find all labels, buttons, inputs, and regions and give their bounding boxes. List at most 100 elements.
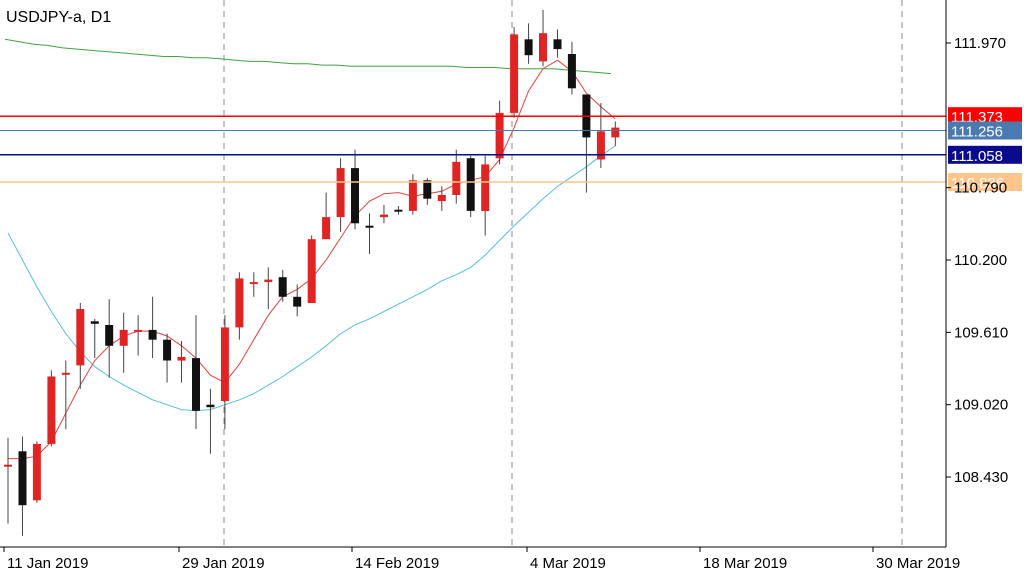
candle[interactable] — [365, 213, 374, 254]
bull-candle-body[interactable] — [510, 34, 519, 113]
candles[interactable] — [4, 9, 620, 536]
bull-candle-body[interactable] — [32, 443, 41, 501]
candle[interactable] — [553, 29, 562, 58]
x-tick-label: 29 Jan 2019 — [182, 555, 265, 572]
bull-candle-body[interactable] — [307, 239, 316, 303]
bear-candle-body[interactable] — [553, 39, 562, 50]
y-tick-label: 111.970 — [954, 35, 1006, 52]
candle[interactable] — [18, 436, 27, 536]
candle[interactable] — [611, 121, 620, 146]
candle[interactable] — [539, 9, 547, 67]
price-tag-label: 111.256 — [951, 124, 1003, 141]
bear-candle-body[interactable] — [206, 404, 215, 408]
bull-candle-body[interactable] — [134, 329, 143, 332]
candle[interactable] — [567, 41, 576, 95]
bull-candle-body[interactable] — [408, 180, 417, 211]
candle[interactable] — [307, 235, 316, 303]
candle[interactable] — [177, 340, 186, 383]
candle[interactable] — [380, 204, 388, 224]
candle[interactable] — [220, 315, 229, 430]
candle[interactable] — [61, 360, 70, 430]
x-tick-label: 11 Jan 2019 — [7, 555, 88, 572]
x-tick-label: 30 Mar 2019 — [876, 555, 960, 572]
candle[interactable] — [76, 302, 85, 389]
bull-candle-body[interactable] — [437, 195, 446, 202]
candle[interactable] — [119, 312, 128, 373]
price-tag-label: 111.058 — [951, 148, 1003, 165]
bull-candle-body[interactable] — [177, 356, 186, 361]
bear-candle-body[interactable] — [18, 451, 27, 506]
candle[interactable] — [495, 100, 504, 165]
candle[interactable] — [134, 315, 143, 356]
bear-candle-body[interactable] — [423, 180, 432, 199]
y-tick-label: 110.790 — [954, 180, 1007, 197]
candle[interactable] — [437, 186, 446, 211]
candle[interactable] — [163, 333, 172, 383]
bull-candle-body[interactable] — [235, 278, 244, 328]
candle[interactable] — [249, 272, 258, 297]
ma-green-line — [4, 38, 612, 75]
bear-candle-body[interactable] — [365, 225, 374, 228]
candle[interactable] — [90, 318, 99, 359]
price-tag-box — [948, 173, 1022, 191]
bear-candle-body[interactable] — [163, 339, 172, 361]
candle[interactable] — [32, 441, 41, 503]
bull-candle-body[interactable] — [452, 161, 461, 195]
candle[interactable] — [510, 27, 519, 118]
bear-candle-body[interactable] — [192, 358, 200, 411]
candle[interactable] — [293, 284, 302, 317]
bull-candle-body[interactable] — [264, 279, 273, 283]
bull-candle-body[interactable] — [336, 168, 345, 218]
bull-candle-body[interactable] — [220, 327, 229, 401]
candle[interactable] — [408, 174, 417, 215]
bull-candle-body[interactable] — [495, 112, 504, 159]
bear-candle-body[interactable] — [293, 296, 302, 307]
candle[interactable] — [278, 269, 287, 302]
bull-candle-body[interactable] — [47, 376, 56, 444]
candle[interactable] — [4, 437, 12, 524]
y-tick-label: 108.430 — [954, 469, 1008, 486]
bull-candle-body[interactable] — [249, 282, 258, 285]
y-tick-label: 110.200 — [954, 252, 1007, 269]
bear-candle-body[interactable] — [148, 329, 157, 340]
bear-candle-body[interactable] — [351, 168, 359, 224]
bear-candle-body[interactable] — [105, 325, 114, 346]
level-orange-tag: 110.836 — [948, 173, 1022, 192]
bull-candle-body[interactable] — [4, 464, 12, 467]
bear-candle-body[interactable] — [524, 39, 533, 56]
candle[interactable] — [47, 370, 56, 447]
bull-candle-body[interactable] — [539, 33, 547, 62]
candle[interactable] — [192, 315, 200, 430]
bear-candle-body[interactable] — [90, 321, 99, 324]
bull-candle-body[interactable] — [380, 214, 388, 218]
candle[interactable] — [336, 158, 345, 232]
bull-candle-body[interactable] — [119, 329, 128, 346]
bear-candle-body[interactable] — [567, 54, 576, 89]
candle[interactable] — [394, 206, 403, 215]
bear-candle-body[interactable] — [466, 158, 475, 211]
bear-candle-body[interactable] — [394, 209, 403, 212]
candle[interactable] — [264, 267, 273, 310]
candle[interactable] — [596, 103, 605, 169]
candle[interactable] — [351, 149, 359, 230]
bear-candle-body[interactable] — [278, 277, 287, 297]
candle[interactable] — [148, 296, 157, 359]
bull-candle-body[interactable] — [596, 131, 605, 160]
candle[interactable] — [322, 192, 331, 240]
candle[interactable] — [466, 155, 475, 218]
candle[interactable] — [452, 149, 461, 204]
bull-candle-body[interactable] — [76, 309, 85, 366]
candle[interactable] — [105, 299, 114, 378]
candle[interactable] — [524, 23, 533, 64]
candle[interactable] — [206, 388, 215, 454]
bull-candle-body[interactable] — [481, 164, 490, 211]
x-tick-label: 14 Feb 2019 — [355, 555, 439, 572]
bull-candle-body[interactable] — [61, 372, 70, 375]
candle[interactable] — [481, 155, 490, 236]
bull-candle-body[interactable] — [322, 217, 331, 240]
candle[interactable] — [235, 272, 244, 340]
bull-candle-body[interactable] — [611, 127, 620, 138]
